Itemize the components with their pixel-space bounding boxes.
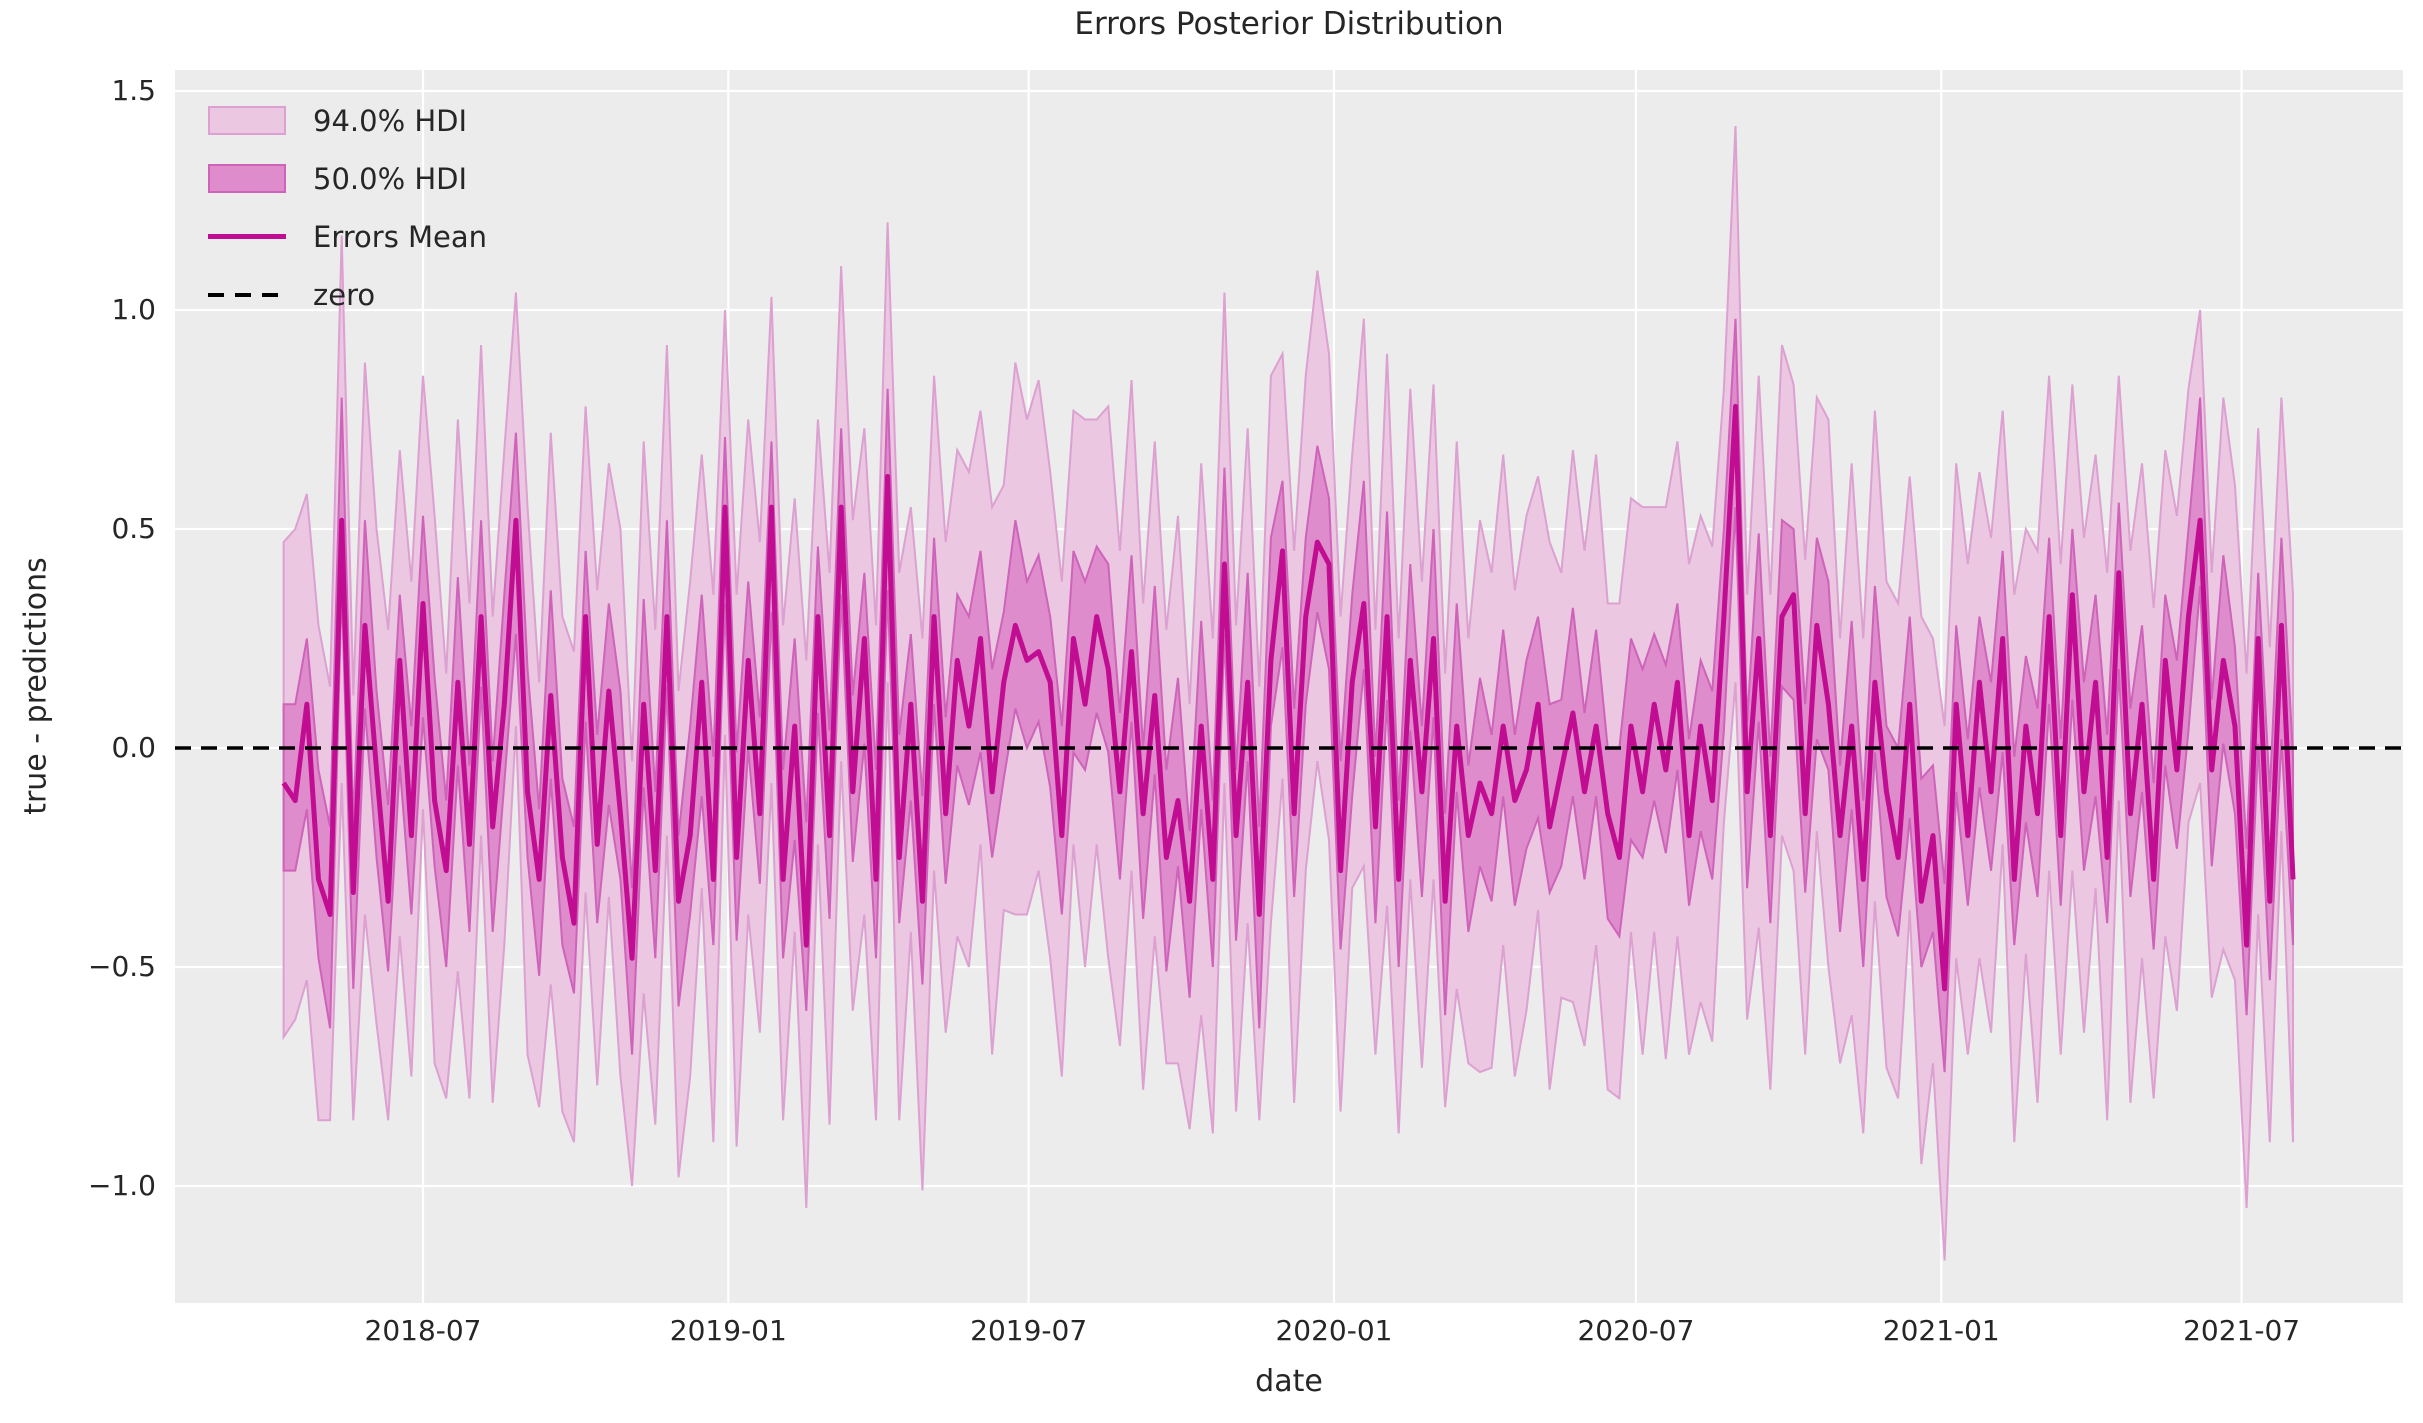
y-tick-label: 1.0 <box>111 293 156 326</box>
legend-item-zero: zero <box>208 272 487 317</box>
errors-mean-line <box>281 403 2296 992</box>
legend-item-94-hdi: 94.0% HDI <box>208 98 487 143</box>
y-tick-label: −1.0 <box>88 1169 156 1202</box>
chart-title: Errors Posterior Distribution <box>1074 6 1504 42</box>
x-tick-label: 2020-01 <box>1275 1314 1393 1347</box>
errors-mean-swatch <box>208 234 286 239</box>
y-tick-label: 1.5 <box>111 74 156 107</box>
y-tick-label: −0.5 <box>88 950 156 983</box>
legend-label-errors-mean: Errors Mean <box>313 219 488 254</box>
zero-line-swatch <box>208 292 286 297</box>
legend-label-50-hdi: 50.0% HDI <box>313 161 468 196</box>
x-tick-label: 2019-01 <box>669 1314 787 1347</box>
x-tick-label: 2018-07 <box>364 1314 482 1347</box>
legend-item-50-hdi: 50.0% HDI <box>208 156 487 201</box>
x-tick-label: 2019-07 <box>970 1314 1088 1347</box>
legend-item-errors-mean: Errors Mean <box>208 214 487 259</box>
legend: 94.0% HDI 50.0% HDI Errors Mean zero <box>208 98 487 317</box>
x-tick-label: 2021-01 <box>1882 1314 2000 1347</box>
y-axis-label: true - predictions <box>18 557 54 815</box>
legend-label-94-hdi: 94.0% HDI <box>313 103 468 138</box>
x-tick-label: 2021-07 <box>2183 1314 2301 1347</box>
x-tick-label: 2020-07 <box>1577 1314 1695 1347</box>
hdi-94-swatch <box>208 106 286 135</box>
y-tick-label: 0.0 <box>111 731 156 764</box>
x-axis-label: date <box>1255 1364 1323 1399</box>
legend-label-zero: zero <box>313 277 376 312</box>
y-tick-label: 0.5 <box>111 512 156 545</box>
hdi-50-swatch <box>208 164 286 193</box>
